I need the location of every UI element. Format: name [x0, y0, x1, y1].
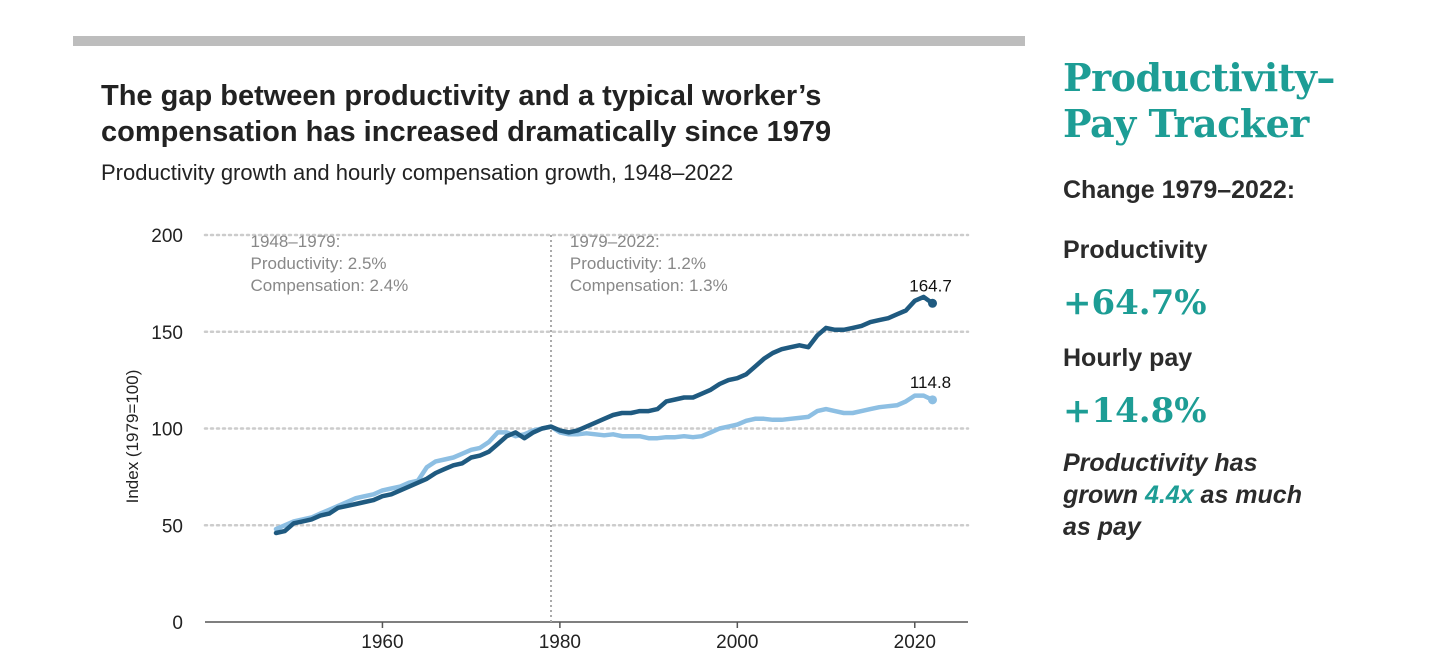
y-tick-label: 50 — [162, 516, 183, 537]
note-part2: grown — [1063, 481, 1145, 509]
note-part4: as pay — [1063, 513, 1141, 541]
compensation-end-point — [928, 395, 938, 405]
note-part1: Productivity has — [1063, 449, 1258, 477]
brand-line1: Productivity– — [1063, 55, 1335, 100]
chart-title-line2: compensation has increased dramatically … — [101, 116, 832, 148]
period-annotation-line: 1948–1979: — [250, 232, 340, 251]
x-tick-label: 2000 — [716, 632, 758, 653]
compensation-line — [273, 393, 935, 532]
brand-line2: Pay Tracker — [1063, 101, 1309, 146]
chart-title-line1: The gap between productivity and a typic… — [101, 80, 822, 112]
productivity-end-point — [928, 298, 938, 308]
y-tick-label: 100 — [151, 420, 183, 441]
tracker-sidebar: Productivity– Pay Tracker Change 1979–20… — [1063, 55, 1443, 543]
productivity-label: Productivity — [1063, 236, 1208, 264]
period-annotation-line: Productivity: 1.2% — [570, 254, 706, 273]
productivity-line — [273, 294, 935, 536]
period-annotation-line: Productivity: 2.5% — [250, 254, 386, 273]
chart-title: The gap between productivity and a typic… — [101, 78, 1001, 150]
chart-subtitle: Productivity growth and hourly compensat… — [101, 160, 734, 185]
x-tick-label: 1960 — [361, 632, 403, 653]
pay-label: Hourly pay — [1063, 344, 1193, 372]
period-annotation-line: 1979–2022: — [570, 232, 660, 251]
x-tick-label: 1980 — [539, 632, 581, 653]
pay-value: +14.8% — [1063, 391, 1207, 431]
y-tick-label: 150 — [151, 323, 183, 344]
tracker-brand: Productivity– Pay Tracker — [1063, 55, 1443, 147]
top-rule — [73, 36, 1025, 46]
note-highlight: 4.4x — [1144, 481, 1194, 509]
compensation-end-label: 114.8 — [910, 373, 951, 392]
y-axis-label: Index (1979=100) — [123, 370, 142, 504]
summary-note: Productivity has grown 4.4x as much as p… — [1063, 447, 1443, 543]
productivity-end-label: 164.7 — [909, 276, 952, 295]
y-tick-label: 0 — [172, 613, 183, 634]
period-annotation-line: Compensation: 2.4% — [250, 276, 408, 295]
change-label: Change 1979–2022: — [1063, 176, 1296, 204]
line-chart: 0 50 100 150 200 1960 1980 2000 2020 Index (1979=… — [123, 226, 970, 653]
note-part3: as much — [1193, 481, 1302, 509]
period-annotation-line: Compensation: 1.3% — [570, 276, 728, 295]
y-tick-label: 200 — [151, 226, 183, 247]
x-tick-label: 2020 — [894, 632, 936, 653]
productivity-value: +64.7% — [1063, 283, 1207, 323]
